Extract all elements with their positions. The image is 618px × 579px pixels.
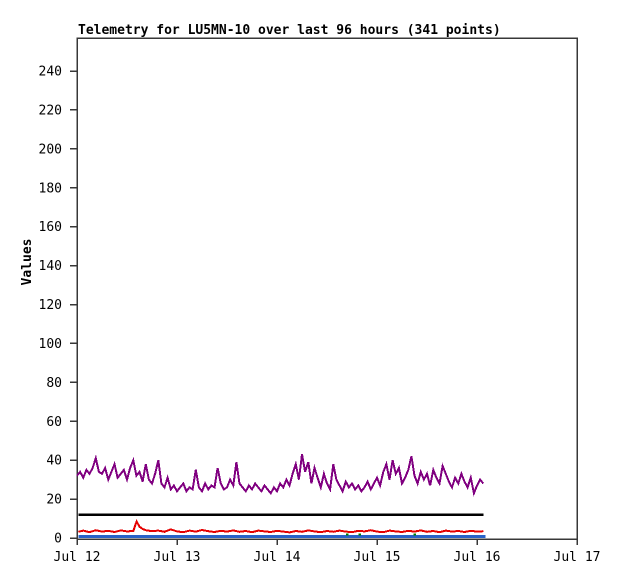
y-tick-label: 140 xyxy=(39,259,62,274)
x-tick-label: Jul 13 xyxy=(154,550,201,565)
y-tick-label: 40 xyxy=(46,454,62,469)
chart-title: Telemetry for LU5MN-10 over last 96 hour… xyxy=(78,23,501,38)
y-tick-label: 100 xyxy=(39,337,62,352)
plot-border xyxy=(76,37,578,540)
x-tick-label: Jul 12 xyxy=(54,550,101,565)
y-tick-label: 60 xyxy=(46,415,62,430)
y-tick-label: 240 xyxy=(39,65,62,80)
y-tick-label: 0 xyxy=(54,532,62,547)
y-tick-label: 80 xyxy=(46,376,62,391)
x-tick-label: Jul 17 xyxy=(554,550,601,565)
y-tick-label: 160 xyxy=(39,220,62,235)
y-tick-label: 120 xyxy=(39,298,62,313)
y-tick-label: 220 xyxy=(39,103,62,118)
y-axis-title: Values xyxy=(20,239,35,286)
x-tick-label: Jul 14 xyxy=(254,550,301,565)
series-telemetry-channel-purple xyxy=(76,454,485,497)
series-telemetry-channel-red xyxy=(78,519,484,534)
x-tick-label: Jul 15 xyxy=(354,550,401,565)
y-tick-label: 180 xyxy=(39,181,62,196)
x-tick-label: Jul 16 xyxy=(454,550,501,565)
y-tick-label: 200 xyxy=(39,142,62,157)
y-tick-label: 20 xyxy=(46,493,62,508)
